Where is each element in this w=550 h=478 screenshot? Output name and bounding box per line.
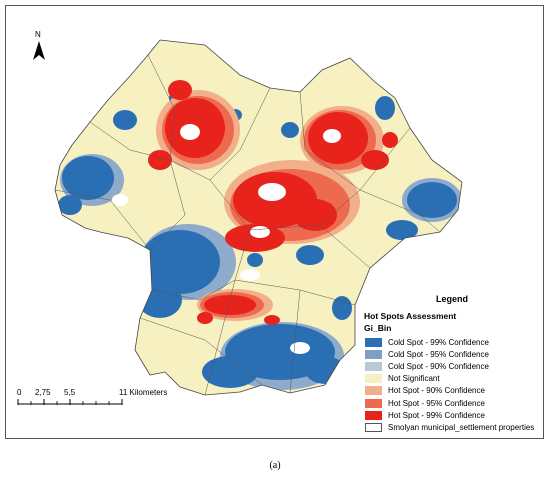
legend-swatch bbox=[365, 410, 382, 420]
legend-item-label: Hot Spot - 90% Confidence bbox=[388, 386, 485, 396]
legend-swatch bbox=[365, 398, 382, 408]
cold-spot-99-areas bbox=[58, 90, 457, 388]
legend-swatch bbox=[365, 349, 382, 359]
legend-swatch bbox=[365, 361, 382, 371]
legend-item: Hot Spot - 95% Confidence bbox=[365, 397, 534, 409]
legend-item: Cold Spot - 95% Confidence bbox=[365, 348, 534, 360]
scale-bar-labels: 0 2,75 5,5 11 Kilometers bbox=[17, 388, 217, 400]
legend-swatch bbox=[365, 422, 382, 432]
legend-item: Hot Spot - 99% Confidence bbox=[365, 409, 534, 421]
settlement-boundaries bbox=[55, 54, 441, 395]
legend-items: Cold Spot - 99% Confidence Cold Spot - 9… bbox=[365, 336, 534, 434]
legend-field: Gi_Bin bbox=[364, 323, 392, 333]
white-patches bbox=[112, 124, 341, 354]
legend-item-label: Not Significant bbox=[388, 374, 440, 384]
legend-swatch bbox=[365, 374, 382, 384]
legend-item-label: Smolyan municipal_settlement properties bbox=[388, 422, 535, 432]
north-label: N bbox=[35, 30, 41, 39]
legend-item: Cold Spot - 90% Confidence bbox=[365, 360, 534, 372]
legend-item-label: Hot Spot - 99% Confidence bbox=[388, 410, 485, 420]
legend-item: Cold Spot - 99% Confidence bbox=[365, 336, 534, 348]
scale-tick-label: 0 bbox=[17, 388, 22, 397]
scale-tick-label: 11 Kilometers bbox=[119, 388, 168, 397]
legend-swatch bbox=[365, 337, 382, 347]
hot-spot-99-areas bbox=[148, 80, 398, 325]
legend-item: Not Significant bbox=[365, 373, 534, 385]
north-arrow-icon bbox=[33, 41, 45, 60]
scale-tick-label: 2,75 bbox=[35, 388, 51, 397]
north-arrow: N bbox=[31, 30, 47, 64]
legend-item: Hot Spot - 90% Confidence bbox=[365, 385, 534, 397]
legend-item-label: Hot Spot - 95% Confidence bbox=[388, 398, 485, 408]
scale-bar bbox=[17, 399, 123, 405]
legend-title: Legend bbox=[436, 294, 469, 304]
scale-tick-label: 5,5 bbox=[64, 388, 76, 397]
legend-item-label: Cold Spot - 99% Confidence bbox=[388, 337, 489, 347]
legend-swatch bbox=[365, 386, 382, 396]
legend-item-label: Cold Spot - 90% Confidence bbox=[388, 361, 489, 371]
legend-item-label: Cold Spot - 95% Confidence bbox=[388, 349, 489, 359]
legend-subtitle: Hot Spots Assessment bbox=[364, 311, 457, 321]
municipality-boundary bbox=[54, 39, 463, 396]
legend-item: Smolyan municipal_settlement properties bbox=[365, 421, 534, 433]
figure-caption: (a) bbox=[269, 460, 281, 471]
